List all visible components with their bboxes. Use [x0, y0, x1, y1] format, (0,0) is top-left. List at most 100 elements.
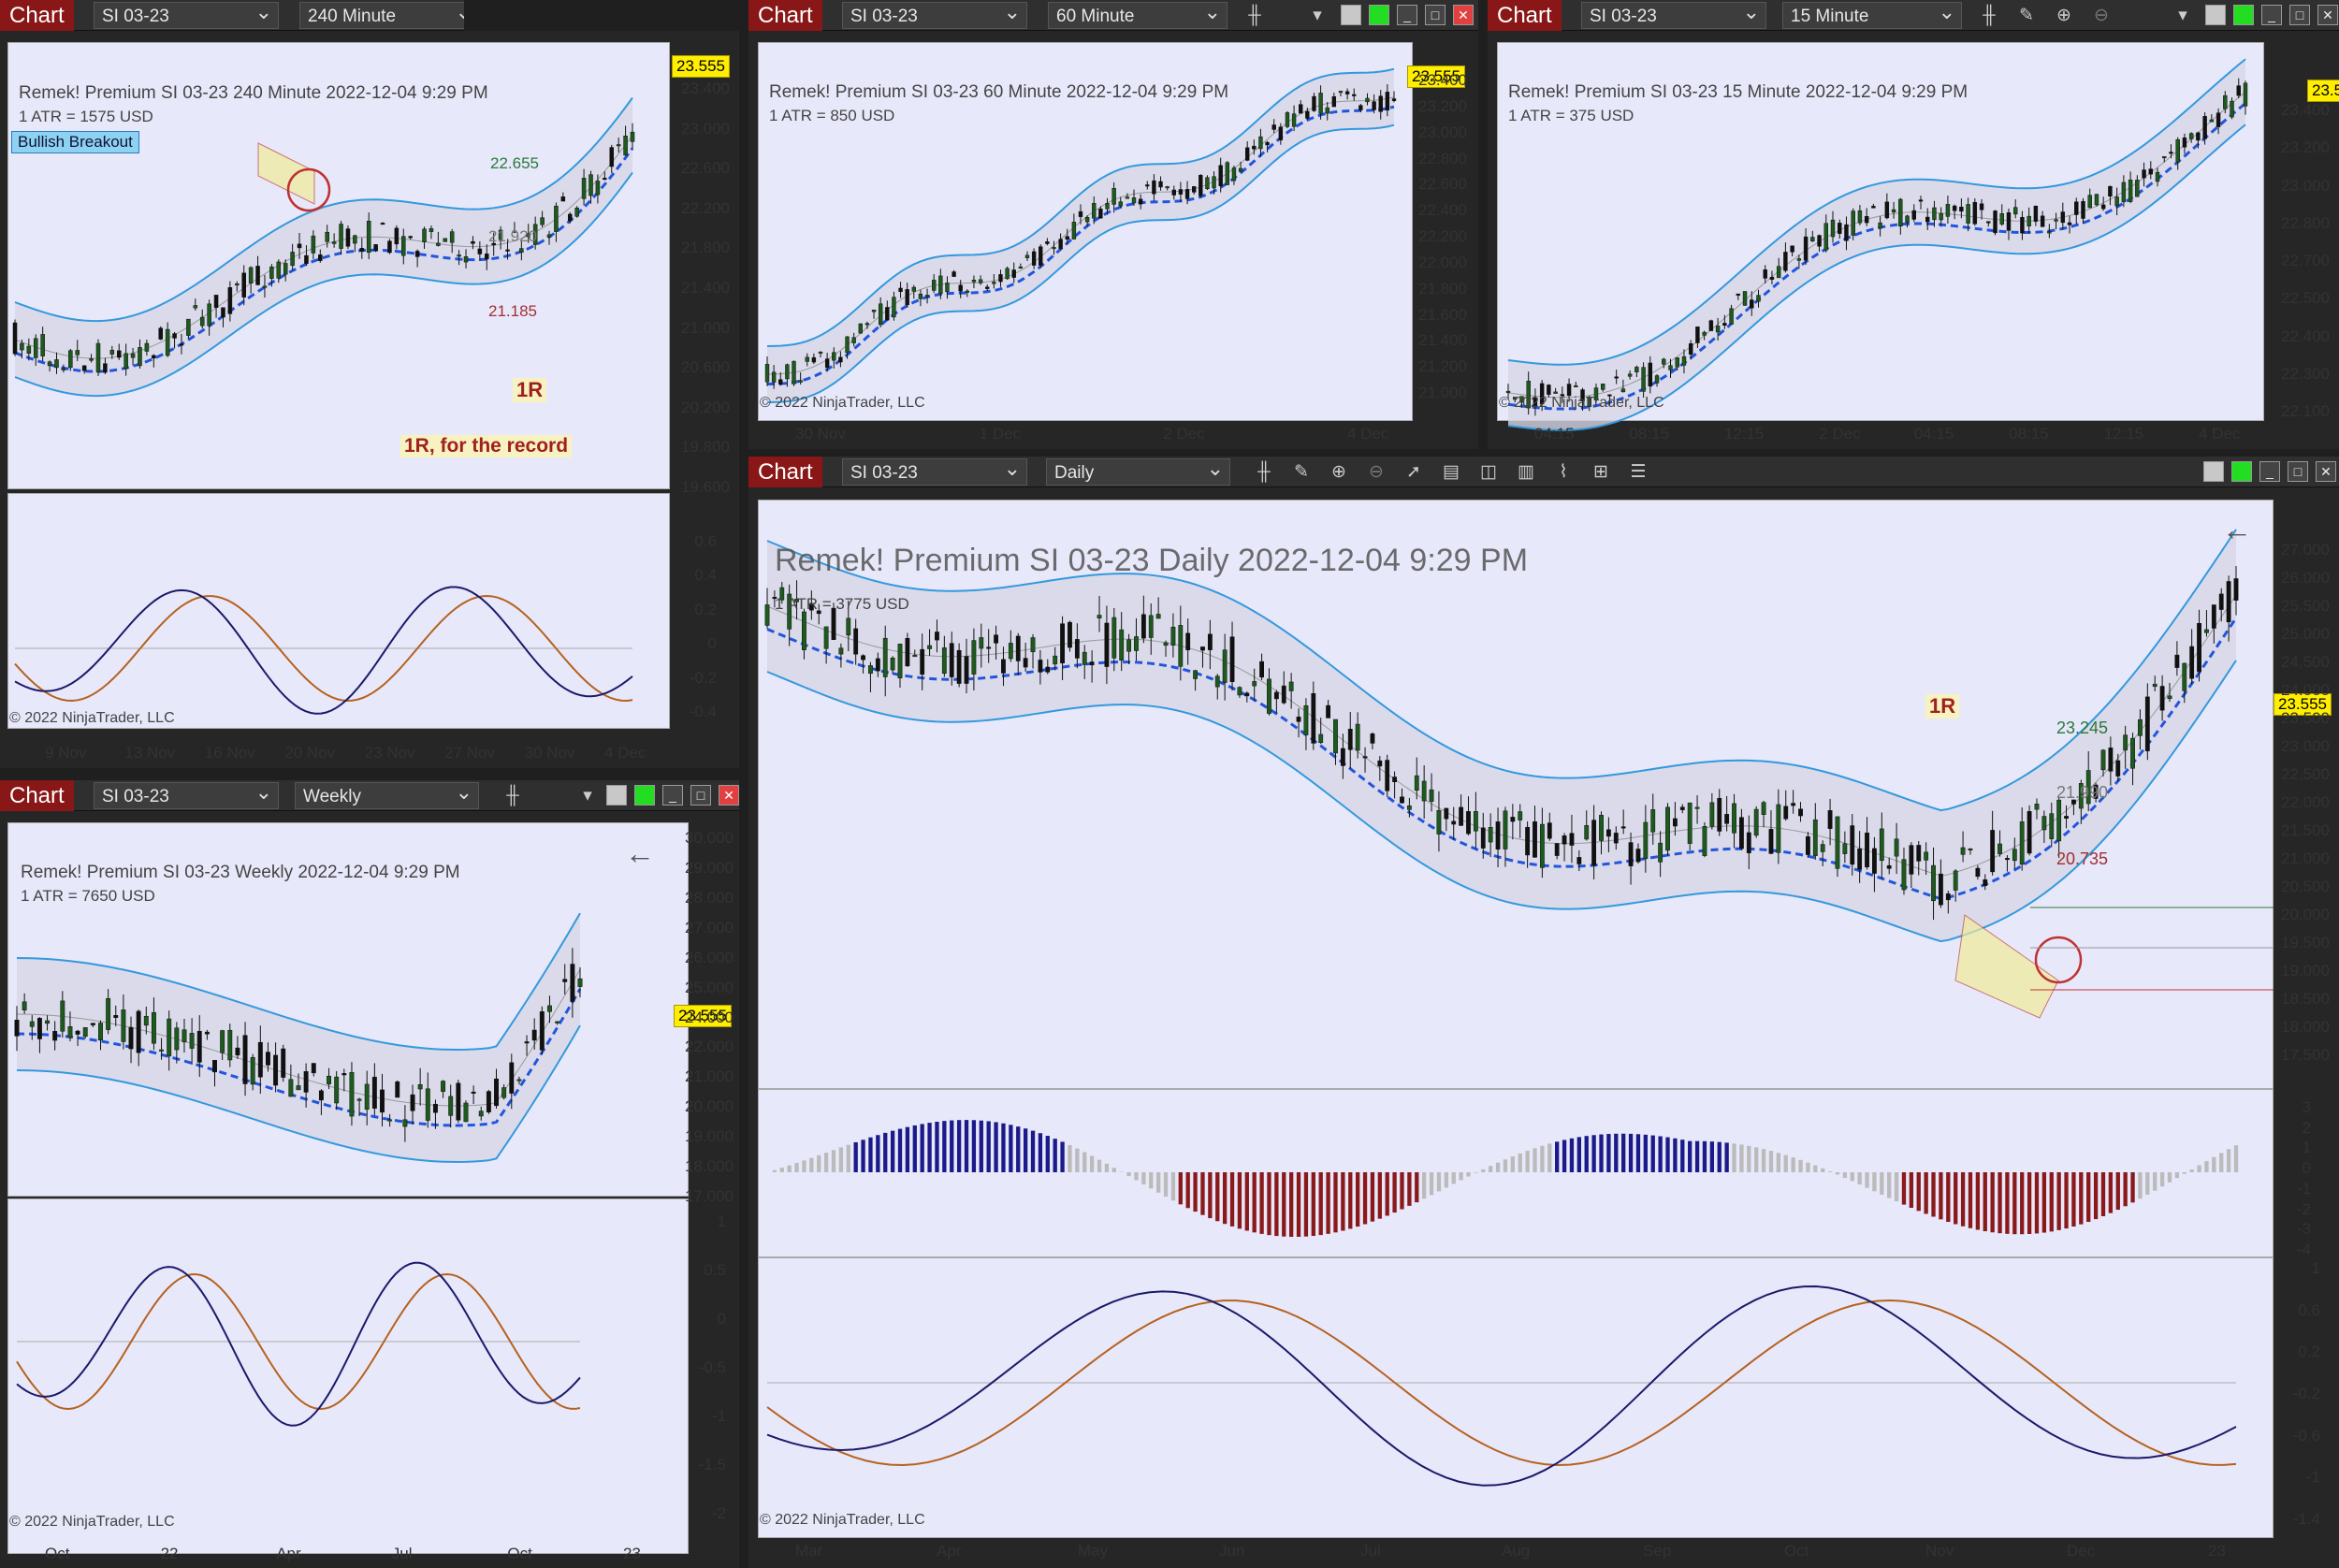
candle-body [1097, 615, 1102, 618]
period-selector[interactable]: Weekly [295, 780, 479, 809]
indicators-icon[interactable]: ⌇ [1559, 462, 1568, 482]
drawing-tool-icon[interactable]: ✎ [1294, 462, 1309, 482]
properties-icon[interactable]: ☰ [1630, 462, 1647, 482]
link-color-button[interactable] [634, 785, 655, 806]
candle-body [577, 978, 583, 987]
bar-type-icon[interactable]: ╫ [506, 786, 519, 806]
period-selector[interactable]: 240 Minute [299, 0, 464, 29]
candle-body [1533, 397, 1538, 407]
instrument-selector[interactable]: SI 03-23 [94, 0, 279, 29]
maximize-button[interactable]: □ [690, 785, 711, 806]
templates-icon[interactable]: ⊞ [1593, 462, 1608, 482]
close-button[interactable]: ✕ [2316, 461, 2336, 482]
chart-header: Remek! Premium SI 03-23 240 Minute 2022-… [19, 83, 488, 103]
period-selector[interactable]: 60 Minute [1048, 0, 1228, 29]
strategies-icon[interactable]: ▥ [1518, 462, 1534, 482]
maximize-button[interactable]: □ [2289, 5, 2310, 25]
axis-tick-label: 21.800 [1418, 279, 1467, 298]
histogram-bar [1599, 1134, 1604, 1172]
candle-body [1299, 104, 1303, 114]
link-color-button[interactable] [2203, 461, 2224, 482]
back-arrow-icon[interactable]: ← [625, 836, 655, 870]
minimize-button[interactable]: _ [1397, 5, 1417, 25]
candle-body [1865, 833, 1869, 868]
data-box-icon[interactable]: ▤ [1443, 462, 1460, 482]
bar-type-icon[interactable]: ╫ [1257, 462, 1271, 482]
oscillator-pane[interactable] [7, 493, 670, 729]
histogram-bar [890, 1130, 895, 1172]
link-color-button[interactable] [2205, 5, 2226, 25]
zoom-out-icon[interactable]: ⊖ [1369, 462, 1384, 482]
candle-body [560, 196, 566, 202]
axis-tick-label: 22.500 [2281, 765, 2330, 783]
link-color-button[interactable] [2231, 461, 2252, 482]
candle-body [912, 655, 918, 658]
last-price-tag: 23.555 [2307, 80, 2339, 102]
histogram-bar [1783, 1154, 1788, 1172]
candle-body [331, 241, 337, 244]
candle-body [567, 213, 573, 222]
period-selector[interactable]: 15 Minute [1782, 0, 1962, 29]
maximize-button[interactable]: □ [2288, 461, 2308, 482]
histogram-bar [1370, 1172, 1375, 1222]
oscillator-pane[interactable] [758, 1257, 2274, 1538]
link-color-button[interactable] [606, 785, 627, 806]
minimize-button[interactable]: _ [662, 785, 683, 806]
zoom-in-icon[interactable]: ⊕ [2056, 6, 2071, 25]
close-button[interactable]: ✕ [719, 785, 739, 806]
minimize-button[interactable]: _ [2261, 5, 2282, 25]
close-button[interactable]: ✕ [1453, 5, 1474, 25]
histogram-bar [2174, 1172, 2180, 1179]
histogram-bar [1459, 1172, 1463, 1181]
candle-body [2027, 811, 2032, 854]
histogram-bar [1045, 1136, 1050, 1172]
axis-tick-label: 21.000 [681, 318, 730, 337]
histogram-bar [1163, 1172, 1169, 1198]
candle-body [2074, 201, 2079, 215]
candle-body [1901, 859, 1907, 891]
bar-type-icon[interactable]: ╫ [1248, 6, 1261, 25]
histogram-bar [897, 1128, 903, 1172]
back-arrow-icon[interactable]: ← [2222, 513, 2252, 546]
dropdown-arrow-icon[interactable]: ▾ [583, 786, 592, 806]
histogram-bar [1185, 1172, 1190, 1209]
drawing-tool-icon[interactable]: ✎ [2019, 6, 2034, 25]
copyright: © 2022 NinjaTrader, LLC [9, 1514, 175, 1530]
histogram-bar [1960, 1172, 1966, 1227]
bar-type-icon[interactable]: ╫ [1983, 6, 1996, 25]
candle-body [2114, 196, 2119, 207]
instrument-selector[interactable]: SI 03-23 [94, 780, 279, 809]
minimize-button[interactable]: _ [2259, 461, 2280, 482]
histogram-bar [1606, 1134, 1611, 1172]
candle-body [1547, 822, 1552, 839]
histogram-bar [1821, 1168, 1825, 1172]
signal-line [16, 1272, 581, 1410]
candle-body [248, 267, 254, 283]
axis-tick-label: 1 [2311, 1259, 2320, 1277]
maximize-button[interactable]: □ [1425, 5, 1446, 25]
pointer-icon[interactable]: ➚ [1406, 462, 1421, 482]
link-color-button[interactable] [1341, 5, 1361, 25]
link-color-button[interactable] [2233, 5, 2254, 25]
oscillator-pane[interactable] [7, 1198, 689, 1554]
link-color-button[interactable] [1369, 5, 1389, 25]
chart-trader-icon[interactable]: ◫ [1480, 462, 1497, 482]
candle-body [130, 353, 136, 358]
instrument-selector[interactable]: SI 03-23 [842, 0, 1027, 29]
close-button[interactable]: ✕ [2317, 5, 2338, 25]
candle-body [366, 221, 371, 254]
zoom-in-icon[interactable]: ⊕ [1331, 462, 1346, 482]
candle-body [1303, 704, 1309, 735]
copyright: © 2022 NinjaTrader, LLC [1499, 395, 1664, 411]
histogram-bar [971, 1120, 977, 1172]
dropdown-arrow-icon[interactable]: ▾ [1313, 6, 1322, 25]
instrument-selector[interactable]: SI 03-23 [1581, 0, 1766, 29]
dropdown-arrow-icon[interactable]: ▾ [2178, 6, 2187, 25]
chart-window-daily: Chart SI 03-23 Daily ╫ ✎ ⊕ ⊖ ➚ ▤ ◫ ▥ ⌇ ⊞… [748, 457, 2339, 1568]
zoom-out-icon[interactable]: ⊖ [2094, 6, 2109, 25]
instrument-selector[interactable]: SI 03-23 [842, 457, 1027, 486]
candle-body [276, 261, 282, 279]
candle-body [2216, 112, 2221, 127]
axis-tick-label: -2 [711, 1504, 726, 1522]
period-selector[interactable]: Daily [1046, 457, 1230, 486]
